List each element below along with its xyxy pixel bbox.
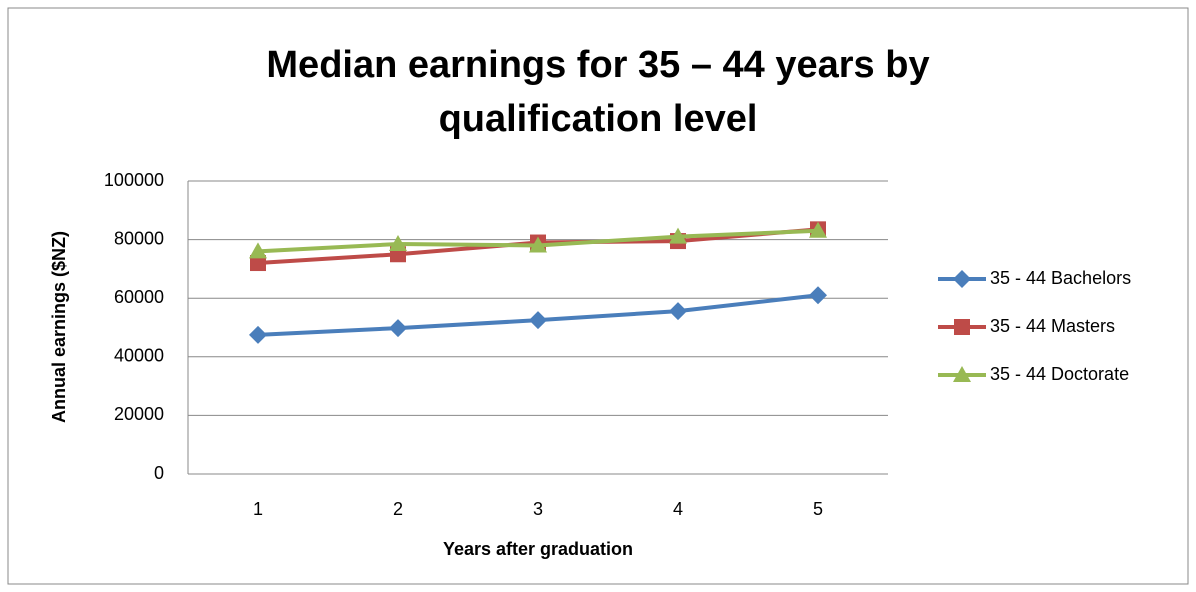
- y-tick-label: 100000: [104, 170, 164, 190]
- x-tick-label: 2: [393, 499, 403, 519]
- y-axis-label: Annual earnings ($NZ): [49, 231, 69, 423]
- legend-label: 35 - 44 Masters: [990, 316, 1115, 336]
- x-axis-label: Years after graduation: [443, 539, 633, 559]
- marker: [250, 255, 266, 272]
- marker: [529, 311, 547, 330]
- marker: [809, 286, 827, 305]
- marker: [389, 234, 407, 251]
- x-tick-label: 1: [253, 499, 263, 519]
- marker: [953, 270, 971, 288]
- marker: [389, 319, 407, 338]
- marker: [953, 366, 971, 382]
- chart-title: Median earnings for 35 – 44 years by qua…: [266, 44, 930, 140]
- marker: [249, 325, 267, 344]
- marker: [529, 236, 547, 253]
- y-tick-label: 60000: [114, 287, 164, 307]
- marker: [249, 242, 267, 259]
- chart-border: [7, 7, 1189, 585]
- y-tick-label: 80000: [114, 228, 164, 248]
- marker: [809, 221, 827, 238]
- legend-label: 35 - 44 Doctorate: [990, 364, 1129, 384]
- marker: [954, 319, 970, 335]
- y-tick-label: 40000: [114, 346, 164, 366]
- x-tick-label: 4: [673, 499, 683, 519]
- x-tick-label: 5: [813, 499, 823, 519]
- y-tick-label: 0: [154, 463, 164, 483]
- marker: [669, 302, 687, 321]
- x-tick-label: 3: [533, 499, 543, 519]
- y-tick-label: 20000: [114, 404, 164, 424]
- marker: [669, 227, 687, 244]
- legend-label: 35 - 44 Bachelors: [990, 268, 1131, 288]
